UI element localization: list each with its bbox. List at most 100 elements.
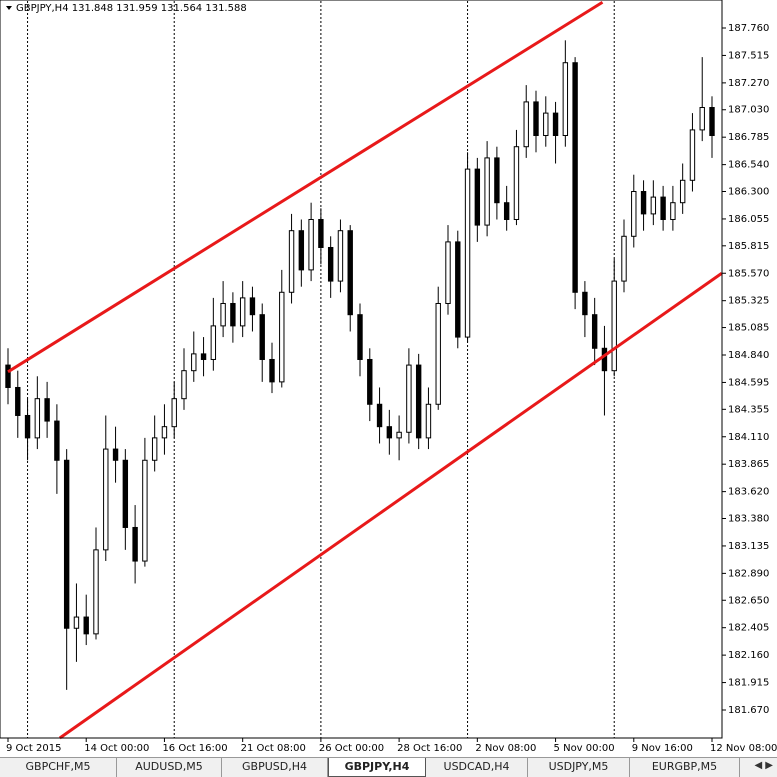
y-tick-label: 187.515 [728, 50, 769, 61]
y-tick-label: 185.085 [728, 323, 769, 334]
candle-body [327, 246, 334, 282]
y-tick-label: 182.160 [728, 650, 769, 661]
x-tick-label: 2 Nov 08:00 [475, 743, 536, 754]
candle-body [269, 358, 275, 383]
tab-scroll[interactable]: ◀ ▶ [754, 760, 773, 771]
y-tick-label: 184.840 [728, 350, 769, 361]
y-tick-label: 186.540 [728, 160, 769, 171]
candle-body [689, 129, 696, 181]
candle-body [386, 426, 393, 439]
candle-body [73, 616, 80, 629]
candle-body [621, 235, 627, 282]
candle-body [220, 302, 226, 327]
x-tick-label: 14 Oct 00:00 [84, 743, 149, 754]
y-tick-label: 186.300 [728, 186, 769, 197]
candle-body [494, 157, 500, 204]
candle-body [562, 62, 569, 137]
tab[interactable]: GBPCHF,M5 [0, 758, 117, 777]
candle-body [513, 146, 520, 220]
y-tick-label: 187.760 [728, 23, 769, 34]
tab[interactable]: USDCAD,H4 [426, 758, 528, 777]
candle-body [415, 364, 422, 439]
candle-body [699, 107, 705, 131]
x-tick-label: 9 Nov 16:00 [632, 743, 693, 754]
y-tick-label: 184.110 [728, 432, 769, 443]
candle-body [83, 616, 89, 635]
trendline [58, 272, 723, 740]
candle-body [298, 230, 305, 271]
candle-body [191, 353, 197, 372]
candle-body [503, 202, 510, 220]
candle-body [337, 230, 344, 282]
x-tick-label: 5 Nov 00:00 [554, 743, 615, 754]
y-tick-label: 182.405 [728, 623, 769, 634]
candle-body [5, 364, 11, 388]
chart-title: GBPJPY,H4 131.848 131.959 131.564 131.58… [16, 3, 247, 14]
x-tick-label: 28 Oct 16:00 [397, 743, 462, 754]
tab[interactable]: AUDUSD,M5 [117, 758, 222, 777]
y-tick-label: 183.135 [728, 541, 769, 552]
y-tick-label: 185.325 [728, 296, 769, 307]
plot-frame [0, 0, 723, 739]
candle-body [318, 218, 324, 248]
y-tick-label: 181.915 [728, 678, 769, 689]
y-tick-label: 183.865 [728, 459, 769, 470]
y-tick-label: 182.890 [728, 568, 769, 579]
y-tick-label: 183.620 [728, 487, 769, 498]
tab[interactable]: EURGBP,M5 [630, 758, 740, 777]
candle-body [181, 370, 187, 400]
candle-body [63, 459, 70, 629]
candle-body [249, 297, 256, 316]
tab[interactable]: GBPUSD,H4 [222, 758, 328, 777]
candle-body [210, 325, 217, 360]
candle-body [54, 420, 60, 461]
x-tick-label: 21 Oct 08:00 [241, 743, 306, 754]
candle-body [572, 62, 578, 293]
candle-body [425, 403, 432, 439]
candle-body [239, 297, 246, 327]
candle-body [367, 358, 373, 405]
candle-body [357, 314, 363, 360]
candle-body [122, 459, 129, 528]
candle-body [230, 302, 236, 327]
candle-body [347, 230, 353, 316]
candle-body [288, 230, 295, 293]
candle-body [171, 398, 177, 428]
x-tick-label: 26 Oct 00:00 [319, 743, 384, 754]
candle-body [132, 526, 138, 562]
candle-body [161, 426, 168, 439]
candle-body [640, 190, 647, 215]
tab-bar: GBPCHF,M5 AUDUSD,M5 GBPUSD,H4 GBPJPY,H4 USDC… [0, 757, 777, 777]
candle-body [15, 386, 21, 416]
candle-body [151, 437, 158, 461]
candle-body [34, 398, 41, 439]
y-tick-label: 185.570 [728, 268, 769, 279]
candle-body [406, 364, 412, 433]
header-arrow [6, 6, 12, 10]
candle-body [259, 314, 265, 360]
x-tick-label: 12 Nov 08:00 [710, 743, 777, 754]
candle-body [650, 196, 657, 215]
tab[interactable]: GBPJPY,H4 [328, 758, 426, 777]
candle-body [93, 549, 99, 635]
candle-body [200, 353, 207, 360]
candle-body [376, 403, 383, 428]
candle-body [709, 107, 715, 137]
candle-body [474, 168, 481, 226]
y-tick-label: 186.055 [728, 214, 769, 225]
trendline [7, 0, 604, 374]
candle-body [552, 112, 559, 137]
tab[interactable]: USDJPY,M5 [528, 758, 630, 777]
candle-body [103, 448, 109, 551]
x-tick-label: 9 Oct 2015 [6, 743, 61, 754]
candle-body [142, 459, 148, 562]
candle-body [24, 414, 31, 439]
candle-body [396, 431, 402, 439]
candle-body [679, 179, 686, 204]
candle-body [112, 448, 119, 461]
candle-body [591, 314, 598, 349]
y-tick-label: 187.270 [728, 78, 769, 89]
y-tick-label: 184.595 [728, 377, 769, 388]
y-tick-label: 187.030 [728, 105, 769, 116]
